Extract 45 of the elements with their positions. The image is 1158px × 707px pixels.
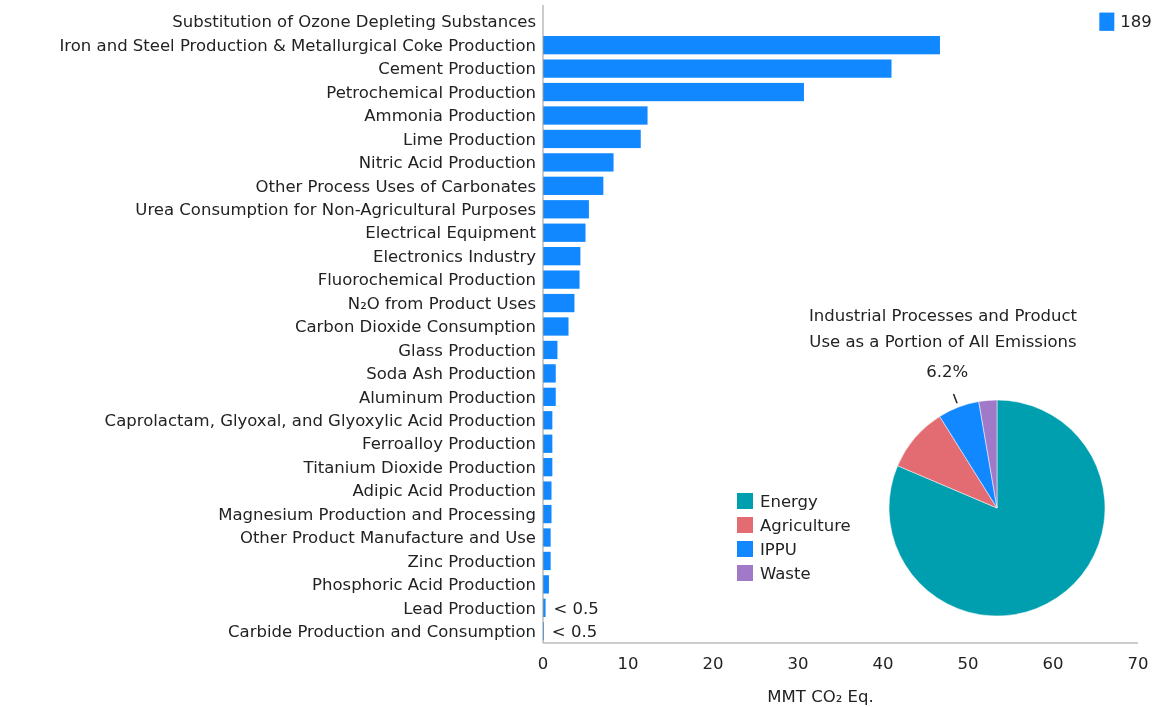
y-tick-label: Ammonia Production xyxy=(364,106,536,126)
y-tick-label: Substitution of Ozone Depleting Substances xyxy=(172,12,536,32)
y-tick-label: Carbon Dioxide Consumption xyxy=(294,317,536,337)
chart-title: Industrial Processes and Product Use as a Portion of All Emissions xyxy=(808,306,1078,351)
y-tick-label: Ferroalloy Production xyxy=(362,434,536,454)
x-tick-label: 0 xyxy=(537,654,549,673)
y-tick-label: Zinc Production xyxy=(407,551,536,571)
y-tick-label: Glass Production xyxy=(398,340,536,360)
x-tick-label: 10 xyxy=(617,654,639,673)
data-label: < 0.5 xyxy=(553,598,599,618)
y-tick-label: Urea Consumption for Non-Agricultural Purposes xyxy=(135,200,536,220)
y-tick-label: Electrical Equipment xyxy=(365,223,537,243)
x-axis-title: MMT CO₂ Eq. xyxy=(767,687,874,706)
y-tick-label: Caprolactam, Glyoxal, and Glyoxylic Acid Production xyxy=(104,411,536,431)
y-tick-label: Lime Production xyxy=(402,129,536,149)
y-tick-label: Cement Production xyxy=(378,59,536,79)
y-tick-label: Soda Ash Production xyxy=(366,364,536,384)
y-tick-label: Aluminum Production xyxy=(358,387,536,407)
data-label: 6.2% xyxy=(926,362,969,382)
y-tick-label: Fluorochemical Production xyxy=(317,270,536,290)
x-tick-label: 70 xyxy=(1127,654,1149,673)
legend-label: Agriculture xyxy=(760,515,851,535)
y-tick-label: N₂O from Product Uses xyxy=(347,293,536,313)
x-tick-label: 30 xyxy=(787,654,809,673)
text: 189 xyxy=(1120,12,1152,32)
y-tick-label: Magnesium Production and Processing xyxy=(218,504,536,524)
x-tick-label: 40 xyxy=(872,654,894,673)
legend-label: Waste xyxy=(760,563,811,583)
x-tick-label: 50 xyxy=(957,654,979,673)
y-tick-label: Titanium Dioxide Production xyxy=(302,457,536,477)
legend-label: Energy xyxy=(760,491,818,511)
y-tick-label: Adipic Acid Production xyxy=(352,481,536,501)
y-tick-label: Lead Production xyxy=(403,598,536,618)
y-tick-label: Iron and Steel Production & Metallurgical Coke Production xyxy=(59,35,536,55)
y-tick-label: Other Process Uses of Carbonates xyxy=(255,176,536,196)
data-label: < 0.5 xyxy=(551,622,598,642)
x-tick-label: 20 xyxy=(702,654,724,673)
y-tick-label: Carbide Production and Consumption xyxy=(228,622,536,642)
y-tick-label: Phosphoric Acid Production xyxy=(312,575,536,595)
y-tick-label: Nitric Acid Production xyxy=(358,153,536,173)
y-tick-label: Other Product Manufacture and Use xyxy=(239,528,536,548)
y-tick-label: Petrochemical Production xyxy=(326,82,536,102)
x-tick-label: 60 xyxy=(1042,654,1064,673)
y-tick-label: Electronics Industry xyxy=(372,246,537,266)
legend-label: IPPU xyxy=(760,539,797,559)
